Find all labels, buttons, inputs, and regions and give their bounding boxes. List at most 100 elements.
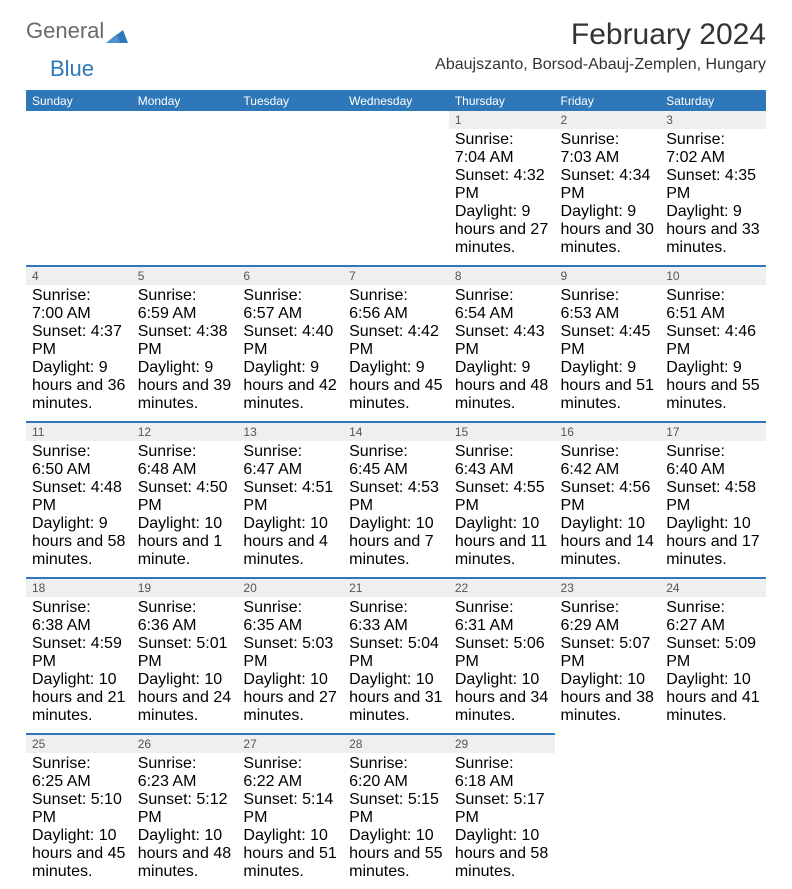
- sunrise-text: Sunrise: 6:53 AM: [561, 287, 655, 323]
- day-number: 4: [26, 266, 132, 285]
- day-detail: Sunrise: 6:45 AMSunset: 4:53 PMDaylight:…: [343, 441, 449, 578]
- sunrise-text: Sunrise: 6:27 AM: [666, 599, 760, 635]
- sunrise-text: Sunrise: 6:50 AM: [32, 443, 126, 479]
- sunset-text: Sunset: 4:43 PM: [455, 323, 549, 359]
- sunset-text: Sunset: 5:06 PM: [455, 635, 549, 671]
- day-detail: Sunrise: 6:31 AMSunset: 5:06 PMDaylight:…: [449, 597, 555, 734]
- day-detail: Sunrise: 6:42 AMSunset: 4:56 PMDaylight:…: [555, 441, 661, 578]
- sunset-text: Sunset: 5:17 PM: [455, 791, 549, 827]
- week-detail-row: Sunrise: 6:38 AMSunset: 4:59 PMDaylight:…: [26, 597, 766, 734]
- week-detail-row: Sunrise: 6:25 AMSunset: 5:10 PMDaylight:…: [26, 753, 766, 889]
- sunrise-text: Sunrise: 6:31 AM: [455, 599, 549, 635]
- sunset-text: Sunset: 4:32 PM: [455, 167, 549, 203]
- sunset-text: Sunset: 4:59 PM: [32, 635, 126, 671]
- sunset-text: Sunset: 4:51 PM: [243, 479, 337, 515]
- day-detail: Sunrise: 6:18 AMSunset: 5:17 PMDaylight:…: [449, 753, 555, 889]
- day-detail: Sunrise: 6:35 AMSunset: 5:03 PMDaylight:…: [237, 597, 343, 734]
- day-number: 3: [660, 111, 766, 129]
- sunrise-text: Sunrise: 6:35 AM: [243, 599, 337, 635]
- day-detail: Sunrise: 6:51 AMSunset: 4:46 PMDaylight:…: [660, 285, 766, 422]
- day-detail: Sunrise: 6:48 AMSunset: 4:50 PMDaylight:…: [132, 441, 238, 578]
- day-number: 8: [449, 266, 555, 285]
- daylight-text: Daylight: 10 hours and 7 minutes.: [349, 515, 443, 569]
- daylight-text: Daylight: 10 hours and 58 minutes.: [455, 827, 549, 881]
- day-number: 25: [26, 734, 132, 753]
- week-detail-row: Sunrise: 7:04 AMSunset: 4:32 PMDaylight:…: [26, 129, 766, 266]
- sunset-text: Sunset: 4:35 PM: [666, 167, 760, 203]
- empty-cell: [555, 734, 661, 753]
- sunset-text: Sunset: 5:15 PM: [349, 791, 443, 827]
- sunrise-text: Sunrise: 6:36 AM: [138, 599, 232, 635]
- day-number: 16: [555, 422, 661, 441]
- sunrise-text: Sunrise: 6:20 AM: [349, 755, 443, 791]
- calendar-table: Sunday Monday Tuesday Wednesday Thursday…: [26, 90, 766, 889]
- day-detail: Sunrise: 7:04 AMSunset: 4:32 PMDaylight:…: [449, 129, 555, 266]
- sunrise-text: Sunrise: 6:18 AM: [455, 755, 549, 791]
- sunrise-text: Sunrise: 7:04 AM: [455, 131, 549, 167]
- day-number: 20: [237, 578, 343, 597]
- daylight-text: Daylight: 10 hours and 48 minutes.: [138, 827, 232, 881]
- brand-logo: General: [26, 18, 128, 44]
- day-number: 5: [132, 266, 238, 285]
- sunset-text: Sunset: 4:58 PM: [666, 479, 760, 515]
- day-detail: Sunrise: 6:56 AMSunset: 4:42 PMDaylight:…: [343, 285, 449, 422]
- sunrise-text: Sunrise: 6:45 AM: [349, 443, 443, 479]
- header-monday: Monday: [132, 91, 238, 112]
- day-detail: Sunrise: 6:23 AMSunset: 5:12 PMDaylight:…: [132, 753, 238, 889]
- brand-text-2: Blue: [50, 56, 94, 82]
- daylight-text: Daylight: 9 hours and 42 minutes.: [243, 359, 337, 413]
- daylight-text: Daylight: 10 hours and 14 minutes.: [561, 515, 655, 569]
- day-number: 15: [449, 422, 555, 441]
- day-number: 6: [237, 266, 343, 285]
- day-detail: Sunrise: 6:59 AMSunset: 4:38 PMDaylight:…: [132, 285, 238, 422]
- day-detail: Sunrise: 6:29 AMSunset: 5:07 PMDaylight:…: [555, 597, 661, 734]
- logo-triangle-icon: [106, 23, 128, 39]
- week-daynum-row: 45678910: [26, 266, 766, 285]
- sunset-text: Sunset: 5:12 PM: [138, 791, 232, 827]
- sunset-text: Sunset: 5:10 PM: [32, 791, 126, 827]
- daylight-text: Daylight: 9 hours and 45 minutes.: [349, 359, 443, 413]
- sunset-text: Sunset: 4:56 PM: [561, 479, 655, 515]
- day-detail: Sunrise: 6:54 AMSunset: 4:43 PMDaylight:…: [449, 285, 555, 422]
- day-detail: Sunrise: 6:40 AMSunset: 4:58 PMDaylight:…: [660, 441, 766, 578]
- sunrise-text: Sunrise: 6:47 AM: [243, 443, 337, 479]
- empty-cell: [237, 111, 343, 129]
- day-number: 14: [343, 422, 449, 441]
- sunrise-text: Sunrise: 6:57 AM: [243, 287, 337, 323]
- day-number: 11: [26, 422, 132, 441]
- header-sunday: Sunday: [26, 91, 132, 112]
- sunrise-text: Sunrise: 6:33 AM: [349, 599, 443, 635]
- day-number: 17: [660, 422, 766, 441]
- sunset-text: Sunset: 4:55 PM: [455, 479, 549, 515]
- empty-cell: [343, 111, 449, 129]
- sunrise-text: Sunrise: 7:02 AM: [666, 131, 760, 167]
- month-title: February 2024: [435, 18, 766, 52]
- day-detail: Sunrise: 6:25 AMSunset: 5:10 PMDaylight:…: [26, 753, 132, 889]
- day-number: 7: [343, 266, 449, 285]
- sunrise-text: Sunrise: 6:54 AM: [455, 287, 549, 323]
- sunset-text: Sunset: 5:03 PM: [243, 635, 337, 671]
- daylight-text: Daylight: 10 hours and 51 minutes.: [243, 827, 337, 881]
- week-daynum-row: 123: [26, 111, 766, 129]
- sunrise-text: Sunrise: 7:03 AM: [561, 131, 655, 167]
- daylight-text: Daylight: 10 hours and 11 minutes.: [455, 515, 549, 569]
- day-number: 13: [237, 422, 343, 441]
- day-number: 28: [343, 734, 449, 753]
- sunrise-text: Sunrise: 6:40 AM: [666, 443, 760, 479]
- daylight-text: Daylight: 10 hours and 45 minutes.: [32, 827, 126, 881]
- sunrise-text: Sunrise: 6:29 AM: [561, 599, 655, 635]
- daylight-text: Daylight: 9 hours and 36 minutes.: [32, 359, 126, 413]
- day-detail: Sunrise: 7:00 AMSunset: 4:37 PMDaylight:…: [26, 285, 132, 422]
- daylight-text: Daylight: 10 hours and 17 minutes.: [666, 515, 760, 569]
- day-detail: Sunrise: 7:03 AMSunset: 4:34 PMDaylight:…: [555, 129, 661, 266]
- day-detail: Sunrise: 7:02 AMSunset: 4:35 PMDaylight:…: [660, 129, 766, 266]
- day-number: 9: [555, 266, 661, 285]
- empty-cell: [343, 129, 449, 266]
- empty-cell: [660, 734, 766, 753]
- day-number: 18: [26, 578, 132, 597]
- sunset-text: Sunset: 4:34 PM: [561, 167, 655, 203]
- header-saturday: Saturday: [660, 91, 766, 112]
- day-number: 1: [449, 111, 555, 129]
- daylight-text: Daylight: 10 hours and 4 minutes.: [243, 515, 337, 569]
- empty-cell: [555, 753, 661, 889]
